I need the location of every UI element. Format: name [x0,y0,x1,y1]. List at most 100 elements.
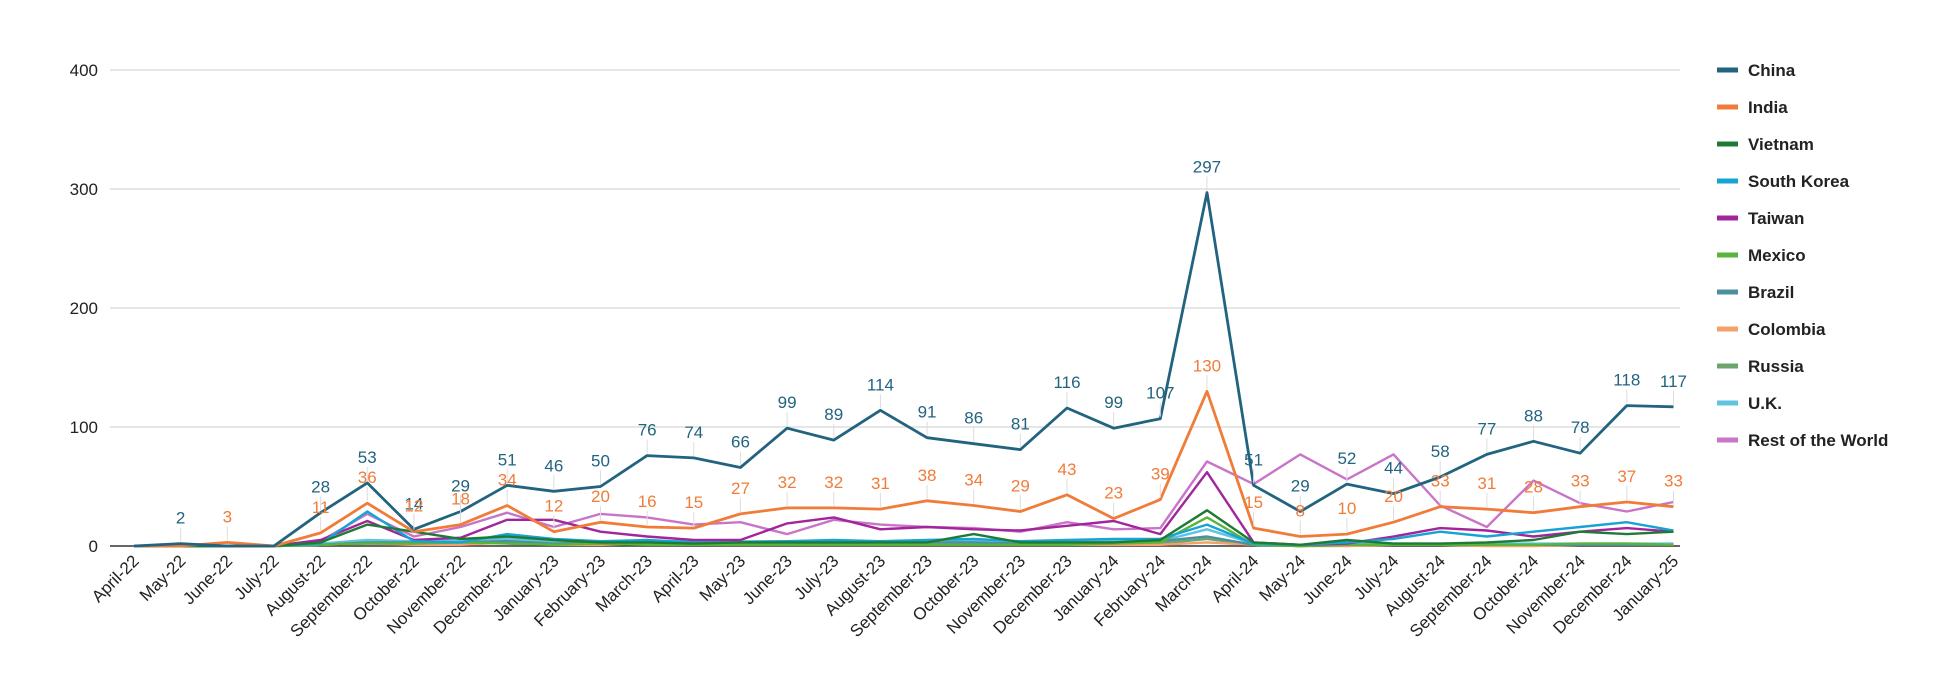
data-label: 34 [498,471,517,490]
legend-label: Colombia [1748,320,1826,339]
legend-item[interactable]: Rest of the World [1717,431,1888,450]
data-label: 20 [1384,487,1403,506]
legend-label: Mexico [1748,246,1806,265]
data-label: 29 [451,476,470,495]
legend-item[interactable]: China [1717,61,1796,80]
data-label: 58 [1431,442,1450,461]
data-label: 3 [223,507,232,526]
data-label: 66 [731,432,750,451]
data-label: 34 [964,471,983,490]
data-label: 52 [1337,449,1356,468]
y-tick-label: 200 [70,299,98,318]
data-label: 18 [451,490,470,509]
data-label: 77 [1477,419,1496,438]
data-label: 50 [591,452,610,471]
data-label: 53 [358,448,377,467]
data-label: 29 [1011,476,1030,495]
data-label: 31 [1477,474,1496,493]
y-tick-label: 0 [89,537,98,556]
y-axis-tick-labels: 0 100 200 300 400 [70,61,98,556]
data-label: 118 [1613,371,1640,390]
y-tick-label: 100 [70,418,98,437]
legend-label: Vietnam [1748,135,1814,154]
legend-label: South Korea [1748,172,1850,191]
data-label: 15 [1244,493,1263,512]
x-tick-label: June-23 [739,551,796,608]
legend-item[interactable]: Russia [1717,357,1804,376]
data-label: 8 [1296,501,1305,520]
data-label: 12 [404,497,423,516]
data-label: 81 [1011,415,1030,434]
x-tick-label: April-23 [648,551,703,606]
data-label: 116 [1053,373,1080,392]
x-axis-tick-labels: April-22May-22June-22July-22August-22Sep… [88,551,1682,641]
legend-item[interactable]: India [1717,98,1788,117]
data-label: 32 [824,473,843,492]
data-label: 20 [591,487,610,506]
data-label: 86 [964,409,983,428]
data-label: 33 [1431,472,1450,491]
data-label: 28 [1524,478,1543,497]
legend-label: Taiwan [1748,209,1804,228]
series-line-south-korea [134,510,1674,548]
y-tick-label: 400 [70,61,98,80]
data-label: 12 [544,497,563,516]
legend-label: India [1748,98,1788,117]
legend-item[interactable]: U.K. [1717,394,1782,413]
data-label: 33 [1664,472,1683,491]
data-label: 99 [778,393,797,412]
data-label: 29 [1291,476,1310,495]
data-label: 76 [638,421,657,440]
data-label: 51 [1244,450,1263,469]
data-label: 46 [544,456,563,475]
data-label: 114 [867,375,894,394]
data-label: 43 [1058,460,1077,479]
data-label: 78 [1571,418,1590,437]
series-line-taiwan [134,471,1674,548]
legend-item[interactable]: Taiwan [1717,209,1804,228]
x-tick-label: September-23 [846,551,936,641]
series-line-china [133,191,1674,548]
data-label: 117 [1660,372,1687,391]
data-label: 16 [638,492,657,511]
x-tick-label: June-22 [179,551,236,608]
data-label: 39 [1151,465,1170,484]
data-label: 51 [498,450,517,469]
legend-item[interactable]: Brazil [1717,283,1794,302]
legend-label: Brazil [1748,283,1794,302]
legend-item[interactable]: South Korea [1717,172,1850,191]
legend-item[interactable]: Vietnam [1717,135,1814,154]
data-label: 28 [311,478,330,497]
data-label: 27 [731,479,750,498]
y-tick-label: 300 [70,180,98,199]
series-line-vietnam [134,509,1674,548]
legend-item[interactable]: Colombia [1717,320,1826,339]
data-label: 297 [1193,158,1221,177]
legend-label: Rest of the World [1748,431,1888,450]
legend-label: U.K. [1748,394,1782,413]
data-label: 74 [684,423,703,442]
data-label: 89 [824,405,843,424]
data-label: 99 [1104,393,1123,412]
data-label: 23 [1104,484,1123,503]
data-label: 33 [1571,472,1590,491]
legend: China India Vietnam South Korea Taiwan Mexico… [1717,61,1888,450]
data-label: 91 [918,403,937,422]
x-tick-label: April-22 [88,551,143,606]
data-label: 2 [176,509,185,528]
data-label: 37 [1617,467,1636,486]
legend-label: China [1748,61,1796,80]
series-lines [133,191,1674,548]
data-label: 11 [312,498,330,517]
data-label: 14 [404,494,423,513]
x-tick-label: September-24 [1406,551,1496,641]
x-tick-label: April-24 [1208,551,1263,606]
legend-item[interactable]: Mexico [1717,246,1806,265]
data-label: 38 [918,466,937,485]
data-label: 31 [871,474,890,493]
series-line-india [134,389,1674,548]
x-tick-label: June-24 [1299,551,1356,608]
data-label: 107 [1146,384,1174,403]
